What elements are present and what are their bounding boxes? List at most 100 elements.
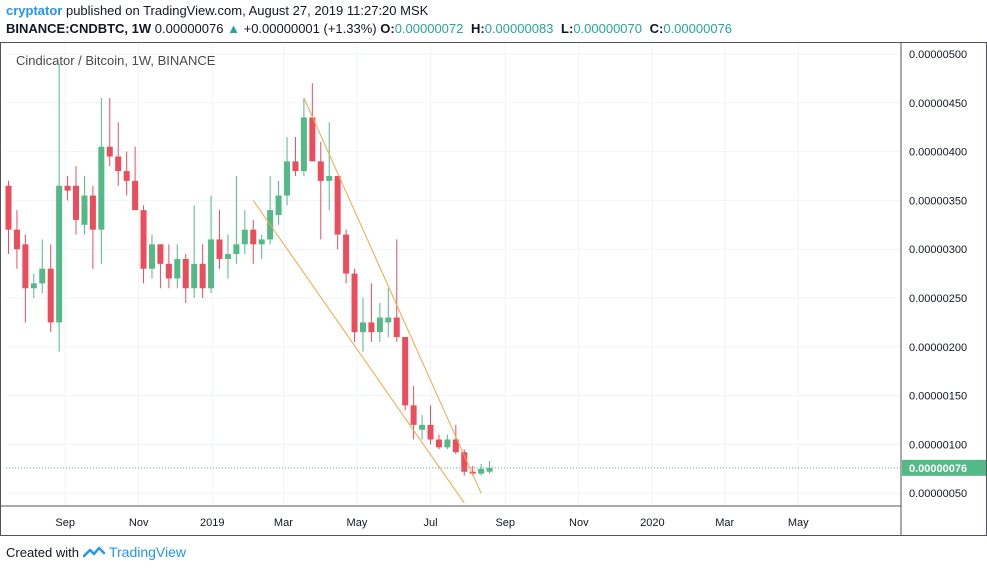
candle-body <box>216 239 223 259</box>
candle <box>241 210 248 255</box>
candle-body <box>334 176 341 235</box>
candle-body <box>393 317 400 338</box>
candle-body <box>317 161 324 181</box>
candle-body <box>376 317 383 333</box>
candle-body <box>47 268 54 323</box>
author-link[interactable]: cryptator <box>6 3 63 18</box>
y-tick-label: 0.00000200 <box>909 342 967 354</box>
candle-body <box>182 258 189 289</box>
candle <box>208 195 215 294</box>
candle <box>39 239 46 294</box>
chart-area[interactable]: Cindicator / Bitcoin, 1W, BINANCE 0.00000… <box>0 42 987 541</box>
candle <box>427 405 434 445</box>
trendline-channel-upper <box>303 97 482 494</box>
candle-body <box>444 439 451 448</box>
candle <box>132 146 139 211</box>
candle <box>351 268 358 342</box>
plot-background <box>6 42 901 506</box>
candle-body <box>368 322 375 333</box>
candle-body <box>5 185 12 230</box>
candle <box>106 97 113 167</box>
created-with-text: Created with <box>6 544 79 560</box>
candle-body <box>39 268 46 284</box>
candle-body <box>419 424 426 430</box>
tradingview-logo-icon[interactable] <box>82 545 105 559</box>
candle <box>182 254 189 303</box>
candle <box>165 244 172 289</box>
candle <box>216 210 223 269</box>
candle <box>258 234 265 259</box>
candle <box>343 229 350 284</box>
candle <box>309 83 316 162</box>
candle-body <box>452 439 459 453</box>
candle-body <box>292 161 299 172</box>
candle <box>30 273 37 298</box>
symbol-line: BINANCE:CNDBTC, 1W 0.00000076 ▲ +0.00000… <box>6 20 736 38</box>
candle <box>233 176 240 264</box>
candle-body <box>89 195 96 230</box>
tradingview-brand-link[interactable]: TradingView <box>108 544 187 560</box>
candle-body <box>13 229 20 250</box>
candle <box>140 205 147 284</box>
candle <box>284 136 291 206</box>
candle-body <box>224 254 231 259</box>
candle <box>300 97 307 176</box>
candlestick-chart[interactable]: Cindicator / Bitcoin, 1W, BINANCE 0.00000… <box>0 42 987 536</box>
close-value: 0.00000076 <box>663 21 733 36</box>
candle-body <box>343 234 350 274</box>
candle <box>292 136 299 176</box>
candle <box>47 244 54 333</box>
candle-body <box>410 405 417 425</box>
candle-body <box>132 180 139 211</box>
y-tick-label: 0.00000250 <box>909 293 967 305</box>
chart-header: cryptator published on TradingView.com, … <box>6 2 736 38</box>
candle <box>275 180 282 225</box>
x-tick-label: Nov <box>569 517 589 529</box>
candle-body <box>56 185 63 323</box>
current-price-label-bg <box>902 459 986 476</box>
candle <box>5 180 12 255</box>
candle <box>385 288 392 338</box>
candle-body <box>258 239 265 245</box>
x-tick-label: Nov <box>129 517 149 529</box>
candle-body <box>157 244 164 264</box>
candle-body <box>30 283 37 289</box>
candle-body <box>81 195 88 225</box>
candle-body <box>402 337 409 406</box>
candle <box>444 434 451 450</box>
candle-body <box>359 322 366 333</box>
symbol-label[interactable]: BINANCE:CNDBTC, 1W <box>6 21 152 36</box>
x-tick-label: Jul <box>423 517 437 529</box>
y-tick-label: 0.00000300 <box>909 244 967 256</box>
candle <box>334 176 341 250</box>
candle-body <box>208 239 215 289</box>
x-tick-label: May <box>347 517 368 529</box>
candle-body <box>351 273 358 333</box>
publish-line: cryptator published on TradingView.com, … <box>6 2 736 20</box>
candle-body <box>461 452 468 472</box>
candle <box>64 176 71 201</box>
close-label: C: <box>649 21 664 36</box>
candle-body <box>199 263 206 289</box>
x-tick-label: Mar <box>715 517 734 529</box>
candle <box>191 205 198 298</box>
trendline-channel-lower <box>252 200 465 504</box>
last-price: 0.00000076 <box>154 21 224 36</box>
x-tick-label: Mar <box>274 517 293 529</box>
open-value: 0.00000072 <box>394 21 464 36</box>
y-tick-label: 0.00000350 <box>909 195 967 207</box>
candle-body <box>22 244 29 289</box>
price-change: +0.00000001 (+1.33%) <box>243 21 377 36</box>
candle-body <box>123 171 130 181</box>
candle <box>402 337 409 411</box>
candle <box>326 122 333 211</box>
candle <box>157 244 164 289</box>
candle-body <box>469 471 476 474</box>
candle <box>224 234 231 279</box>
candle-body <box>486 467 493 472</box>
candle-body <box>435 439 442 448</box>
change-arrow-icon: ▲ <box>227 21 240 36</box>
y-tick-label: 0.00000100 <box>909 439 967 451</box>
candle <box>393 239 400 342</box>
y-tick-label: 0.00000050 <box>909 488 967 500</box>
